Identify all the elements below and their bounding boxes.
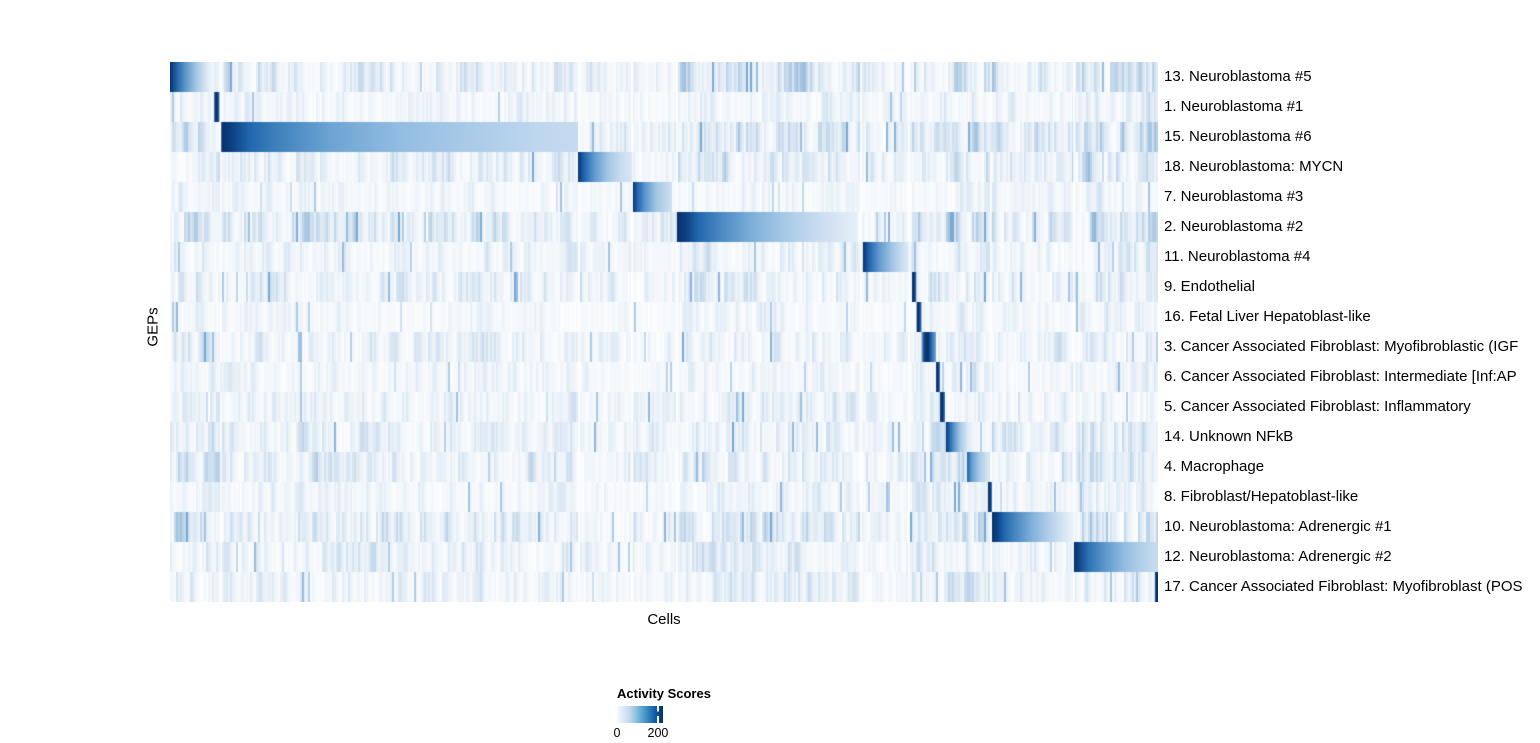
colorbar-gradient [617, 706, 663, 723]
row-label: 15. Neuroblastoma #6 [1164, 128, 1312, 145]
colorbar-tick-label: 200 [647, 726, 669, 740]
row-label: 2. Neuroblastoma #2 [1164, 218, 1304, 235]
row-label: 10. Neuroblastoma: Adrenergic #1 [1164, 518, 1392, 535]
colorbar-legend: Activity Scores 0 200 [613, 686, 711, 740]
colorbar-tick-mark [656, 706, 659, 723]
row-label: 17. Cancer Associated Fibroblast: Myofib… [1164, 578, 1523, 595]
legend-title: Activity Scores [617, 686, 711, 701]
row-label: 7. Neuroblastoma #3 [1164, 188, 1304, 205]
row-labels: 13. Neuroblastoma #5 1. Neuroblastoma #1 1… [1164, 62, 1540, 602]
row-label: 11. Neuroblastoma #4 [1164, 248, 1311, 265]
row-label: 4. Macrophage [1164, 458, 1265, 475]
x-axis-label: Cells [647, 611, 681, 628]
colorbar-tick-label: 0 [613, 726, 621, 740]
heatmap-canvas [170, 62, 1158, 602]
row-label: 1. Neuroblastoma #1 [1164, 98, 1304, 115]
row-label: 14. Unknown NFkB [1164, 428, 1294, 445]
row-label: 18. Neuroblastoma: MYCN [1164, 158, 1344, 175]
row-label: 16. Fetal Liver Hepatoblast-like [1164, 308, 1371, 325]
row-label: 8. Fibroblast/Hepatoblast-like [1164, 488, 1359, 505]
row-label: 3. Cancer Associated Fibroblast: Myofibr… [1164, 338, 1519, 355]
row-label: 5. Cancer Associated Fibroblast: Inflamm… [1164, 398, 1471, 415]
row-label: 6. Cancer Associated Fibroblast: Interme… [1164, 368, 1517, 385]
y-axis-label: GEPs [144, 307, 162, 347]
row-label: 12. Neuroblastoma: Adrenergic #2 [1164, 548, 1392, 565]
row-label: 9. Endothelial [1164, 278, 1255, 295]
row-label: 13. Neuroblastoma #5 [1164, 68, 1312, 85]
colorbar-tick-labels: 0 200 [613, 726, 677, 740]
